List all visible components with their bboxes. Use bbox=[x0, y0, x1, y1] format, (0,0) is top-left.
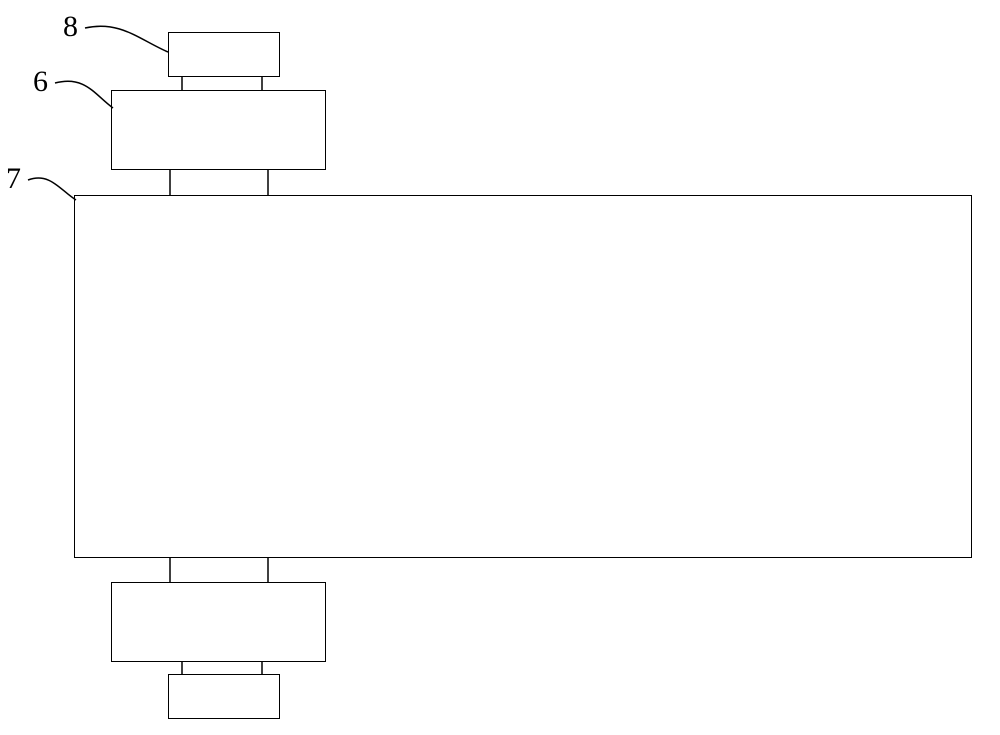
leader-7 bbox=[0, 0, 1000, 735]
label-8: 8 bbox=[63, 10, 78, 44]
label-6: 6 bbox=[33, 65, 48, 99]
label-7: 7 bbox=[6, 162, 21, 196]
